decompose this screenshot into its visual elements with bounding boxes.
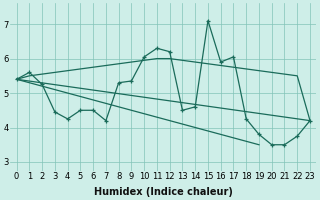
X-axis label: Humidex (Indice chaleur): Humidex (Indice chaleur) <box>94 187 233 197</box>
